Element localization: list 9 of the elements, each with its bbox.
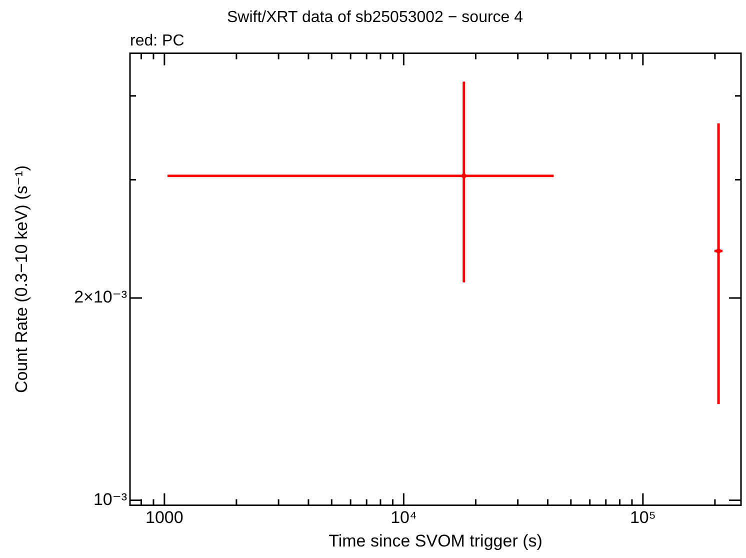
y-axis-title: Count Rate (0.3−10 keV) (s⁻¹) bbox=[12, 165, 31, 394]
text: red: PC bbox=[130, 32, 184, 50]
x-tick-label: 10⁵ bbox=[630, 508, 656, 528]
x-axis-title: Time since SVOM trigger (s) bbox=[328, 531, 542, 550]
chart-title: Swift/XRT data of sb25053002 − source 4 bbox=[226, 9, 524, 26]
y-tick-label: 2×10⁻³ bbox=[74, 288, 128, 307]
x-tick-label: 1000 bbox=[146, 508, 184, 528]
y-tick-label: 10⁻³ bbox=[93, 490, 128, 509]
x-tick-label: 10⁴ bbox=[390, 508, 417, 528]
